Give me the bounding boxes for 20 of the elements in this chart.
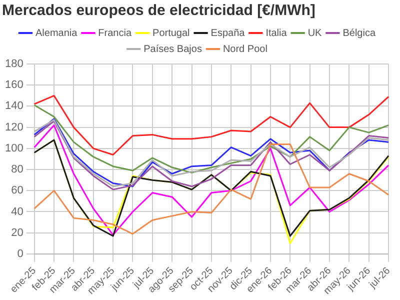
y-tick-label: 80 [11,164,24,176]
y-tick-label: 180 [4,58,24,70]
chart-title: Mercados europeos de electricidad [€/MWh] [2,2,316,20]
y-tick-label: 160 [4,79,24,92]
y-tick-label: 120 [4,121,24,134]
legend-label: Portugal [152,28,190,39]
legend-label: España [210,28,246,39]
legend-label: Nord Pool [222,44,268,55]
legend-label: Italia [266,28,288,39]
legend-label: Alemania [35,28,78,39]
y-tick-label: 20 [11,226,24,239]
legend-label: Países Bajos [144,44,202,55]
y-tick-label: 60 [11,184,24,197]
legend-label: UK [308,28,322,39]
y-tick-label: 100 [4,142,24,154]
y-tick-label: 0 [17,248,24,260]
y-tick-label: 140 [4,100,24,112]
legend-label: Bélgica [342,28,376,39]
y-tick-label: 40 [11,206,24,218]
legend-label: Francia [98,28,132,39]
